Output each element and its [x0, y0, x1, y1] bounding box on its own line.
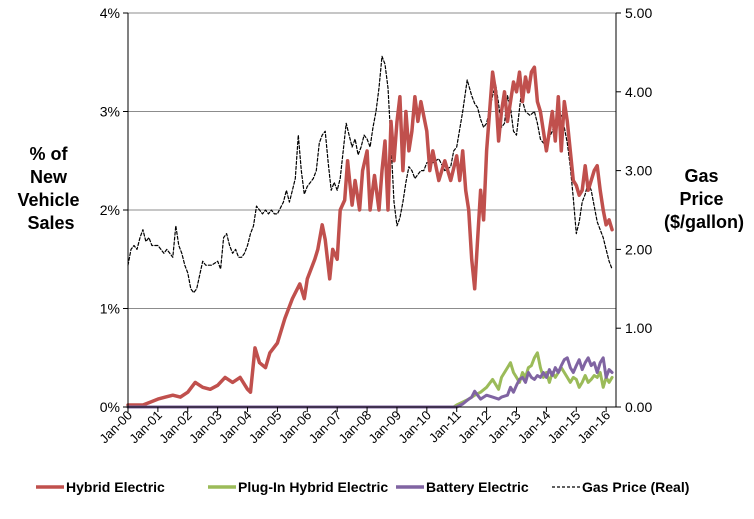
x-tick-label: Jan-04	[216, 408, 255, 447]
x-tick-label: Jan-08	[335, 408, 374, 447]
left-tick-label: 0%	[100, 399, 120, 415]
x-tick-label: Jan-10	[395, 408, 434, 447]
x-tick-label: Jan-02	[156, 408, 195, 447]
left-tick-label: 4%	[100, 5, 120, 21]
x-tick-label: Jan-14	[515, 408, 554, 447]
x-tick-label: Jan-07	[306, 408, 345, 447]
series-line-hybrid	[126, 65, 614, 407]
x-tick-label: Jan-06	[276, 408, 315, 447]
legend-label-gas: Gas Price (Real)	[582, 479, 689, 495]
legend-label-hybrid: Hybrid Electric	[66, 479, 165, 495]
left-tick-label: 2%	[100, 202, 120, 218]
series-line-battery	[126, 356, 614, 409]
legend-label-battery: Battery Electric	[426, 479, 529, 495]
series-line-plugin	[126, 351, 614, 409]
left-y-axis-title: % of New Vehicle Sales	[17, 144, 84, 233]
right-y-ticks: 0.00 1.00 2.00 3.00 4.00 5.00	[616, 5, 652, 415]
legend-label-plugin: Plug-In Hybrid Electric	[238, 479, 388, 495]
x-tick-label: Jan-16	[575, 408, 614, 447]
x-tick-label: Jan-09	[365, 408, 404, 447]
right-tick-label: 3.00	[625, 163, 652, 179]
series-line-gas	[127, 55, 613, 294]
left-tick-label: 1%	[100, 301, 120, 317]
x-tick-label: Jan-15	[545, 408, 584, 447]
x-ticks: Jan-00Jan-01Jan-02Jan-03Jan-04Jan-05Jan-…	[96, 407, 613, 446]
series-layer	[126, 55, 614, 409]
right-tick-label: 0.00	[625, 399, 652, 415]
x-tick-label: Jan-03	[186, 408, 225, 447]
legend: Hybrid Electric Plug-In Hybrid Electric Ba…	[36, 479, 689, 495]
right-tick-label: 2.00	[625, 241, 652, 257]
left-y-ticks: 0% 1% 2% 3% 4%	[100, 5, 128, 415]
gridlines	[128, 12, 616, 309]
x-tick-label: Jan-01	[126, 408, 165, 447]
right-tick-label: 5.00	[625, 5, 652, 21]
left-tick-label: 3%	[100, 104, 120, 120]
right-tick-label: 1.00	[625, 320, 652, 336]
right-y-axis-title: Gas Price ($/gallon)	[664, 166, 744, 232]
x-tick-label: Jan-13	[485, 408, 524, 447]
right-tick-label: 4.00	[625, 84, 652, 100]
x-tick-label: Jan-05	[246, 408, 285, 447]
x-tick-label: Jan-12	[455, 408, 494, 447]
